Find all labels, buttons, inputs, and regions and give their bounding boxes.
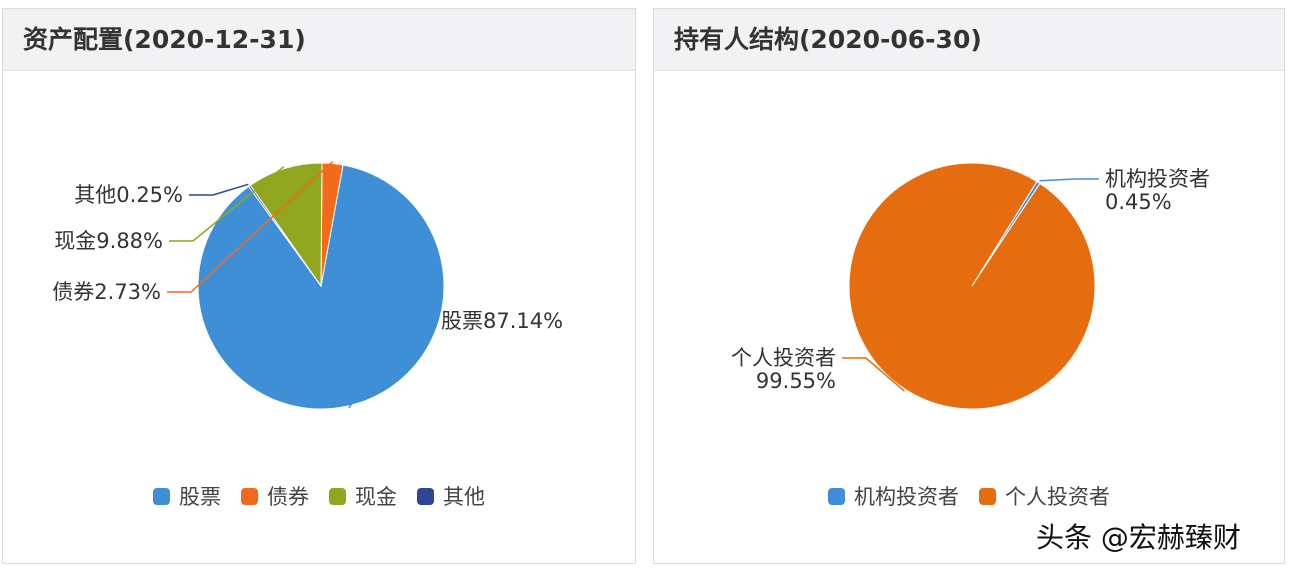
leader-line-bond <box>167 160 334 293</box>
pie-slice-other[interactable] <box>248 184 322 287</box>
legend-item-other[interactable]: 其他 <box>417 481 485 511</box>
legend-item-institutional[interactable]: 机构投资者 <box>828 481 959 511</box>
asset-allocation-pie-chart: 股票87.14% 债券2.73% 现金9.88% 其他0.25% <box>52 160 563 410</box>
pie-slice-cash[interactable] <box>249 162 323 288</box>
legend-item-cash[interactable]: 现金 <box>329 481 397 511</box>
asset-allocation-legend: 股票 债券 现金 其他 <box>3 481 635 511</box>
legend-label-stock: 股票 <box>179 485 221 509</box>
pie-slice-individual[interactable] <box>848 162 1096 410</box>
legend-label-cash: 现金 <box>355 485 397 509</box>
legend-label-bond: 债券 <box>267 485 309 509</box>
data-label-cash: 现金9.88% <box>54 229 163 253</box>
legend-swatch-institutional <box>828 487 845 505</box>
legend-swatch-other <box>417 487 434 505</box>
leader-line-cash <box>169 166 285 242</box>
legend-item-bond[interactable]: 债券 <box>241 481 309 511</box>
asset-allocation-panel: 资产配置(2020-12-31) 股票87.14% 债券2.73% 现金9.88% 其… <box>2 8 636 564</box>
data-label-individual: 个人投资者 99.55% <box>731 346 836 393</box>
pie-slice-stock[interactable] <box>197 164 445 410</box>
legend-item-individual[interactable]: 个人投资者 <box>979 481 1110 511</box>
legend-label-other: 其他 <box>443 485 485 509</box>
legend-swatch-bond <box>241 487 258 505</box>
holder-structure-panel: 持有人结构(2020-06-30) 机构投资者 0.45% 个人投资者 99.55% … <box>653 8 1285 564</box>
data-label-bond: 债券2.73% <box>52 280 161 304</box>
data-label-stock: 股票87.14% <box>441 309 563 333</box>
leader-line-institutional <box>1039 178 1099 182</box>
watermark: 头条 @宏赫臻财 <box>1036 521 1241 554</box>
leader-line-individual <box>842 357 905 392</box>
asset-allocation-title: 资产配置(2020-12-31) <box>3 9 635 71</box>
leader-line-other <box>189 183 249 196</box>
holder-structure-pie-chart: 机构投资者 0.45% 个人投资者 99.55% <box>731 162 1210 410</box>
legend-label-institutional: 机构投资者 <box>854 485 959 509</box>
leader-line-stock <box>348 320 435 409</box>
legend-item-stock[interactable]: 股票 <box>153 481 221 511</box>
data-label-other: 其他0.25% <box>74 183 183 207</box>
legend-swatch-stock <box>153 487 170 505</box>
legend-swatch-individual <box>979 487 996 505</box>
holder-structure-title: 持有人结构(2020-06-30) <box>654 9 1284 71</box>
data-label-institutional: 机构投资者 0.45% <box>1105 167 1210 214</box>
legend-swatch-cash <box>329 487 346 505</box>
legend-label-individual: 个人投资者 <box>1005 485 1110 509</box>
holder-structure-legend: 机构投资者 个人投资者 <box>654 481 1284 511</box>
